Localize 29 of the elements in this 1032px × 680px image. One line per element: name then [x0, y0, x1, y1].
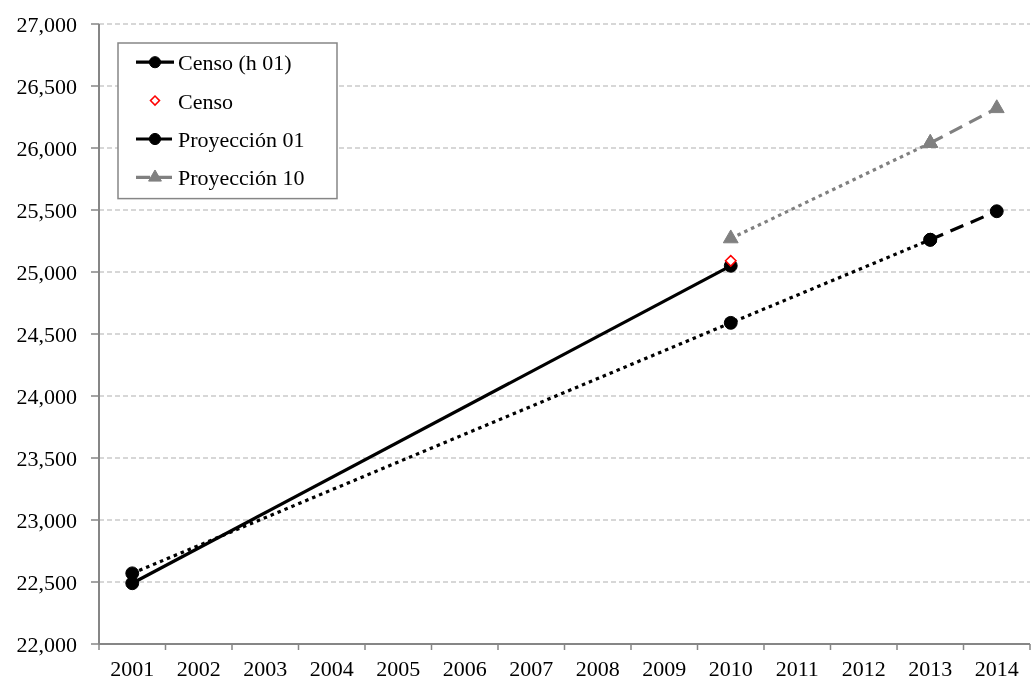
x-tick-label: 2011 [775, 656, 819, 680]
y-tick-label: 24,000 [16, 383, 77, 409]
y-tick-label: 22,000 [16, 631, 77, 657]
x-tick-label: 2009 [642, 656, 687, 680]
y-tick-label: 26,500 [16, 73, 77, 99]
x-tick-label: 2012 [841, 656, 886, 680]
y-tick-label: 23,000 [16, 507, 77, 533]
legend-label: Censo [178, 88, 233, 114]
x-tick-label: 2001 [110, 656, 155, 680]
x-tick-label: 2004 [309, 656, 354, 680]
y-tick-label: 22,500 [16, 569, 77, 595]
x-tick-label: 2002 [176, 656, 221, 680]
x-tick-label: 2014 [974, 656, 1019, 680]
y-tick-label: 23,500 [16, 445, 77, 471]
legend-label: Censo (h 01) [178, 49, 292, 75]
x-tick-label: 2013 [908, 656, 953, 680]
y-tick-label: 25,500 [16, 197, 77, 223]
y-tick-label: 25,000 [16, 259, 77, 285]
x-tick-label: 2007 [509, 656, 554, 680]
y-tick-label: 27,000 [16, 11, 77, 37]
x-tick-label: 2006 [442, 656, 487, 680]
y-tick-label: 24,500 [16, 321, 77, 347]
y-tick-label: 26,000 [16, 135, 77, 161]
x-tick-label: 2010 [708, 656, 753, 680]
legend-label: Proyección 10 [178, 164, 305, 190]
x-tick-label: 2003 [243, 656, 288, 680]
legend-label: Proyección 01 [178, 126, 305, 152]
x-tick-label: 2005 [376, 656, 421, 680]
x-tick-label: 2008 [575, 656, 620, 680]
